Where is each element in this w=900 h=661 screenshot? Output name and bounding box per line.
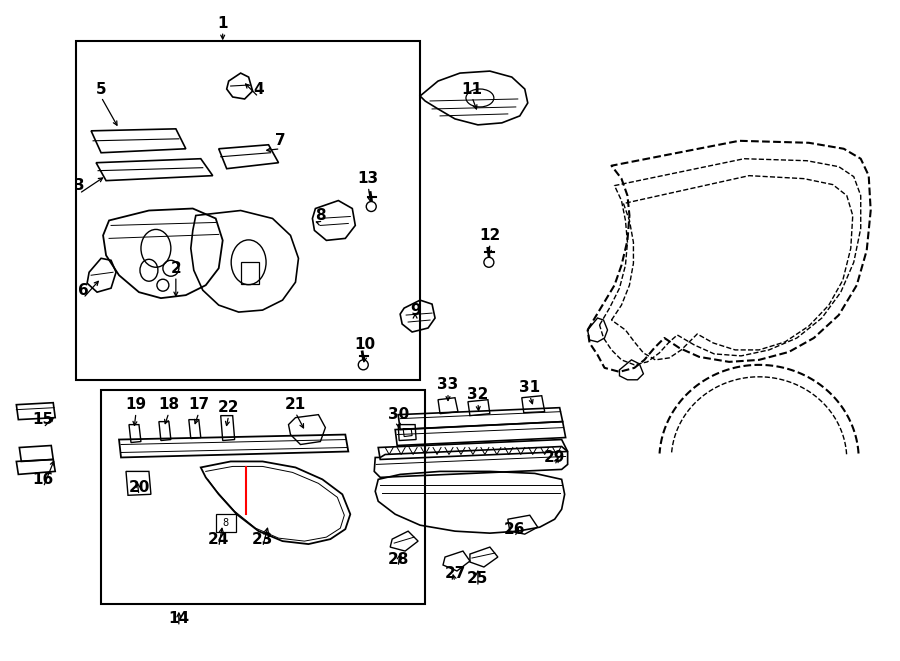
Bar — [101, 390, 425, 604]
Text: 16: 16 — [32, 472, 54, 487]
Text: 8: 8 — [315, 208, 326, 223]
Circle shape — [358, 360, 368, 370]
Text: 9: 9 — [410, 303, 420, 317]
Text: 26: 26 — [504, 522, 526, 537]
Text: 4: 4 — [253, 81, 264, 97]
Bar — [216, 514, 236, 532]
Text: 25: 25 — [467, 572, 489, 586]
Text: 18: 18 — [158, 397, 179, 412]
Text: 24: 24 — [208, 531, 230, 547]
Text: 17: 17 — [188, 397, 210, 412]
Text: 33: 33 — [437, 377, 459, 392]
Text: 19: 19 — [125, 397, 147, 412]
Text: 23: 23 — [252, 531, 274, 547]
Circle shape — [484, 257, 494, 267]
Text: 11: 11 — [462, 81, 482, 97]
Text: 29: 29 — [544, 450, 565, 465]
Text: 6: 6 — [77, 283, 88, 297]
Text: 8: 8 — [222, 518, 229, 528]
Text: 3: 3 — [74, 178, 85, 193]
Text: 10: 10 — [355, 337, 376, 352]
Circle shape — [366, 202, 376, 212]
Bar — [240, 262, 258, 284]
Text: 22: 22 — [218, 400, 239, 415]
Text: 12: 12 — [480, 228, 500, 243]
Text: 7: 7 — [275, 134, 286, 148]
Text: 14: 14 — [168, 611, 189, 626]
Text: 1: 1 — [218, 16, 228, 31]
Text: 31: 31 — [519, 380, 540, 395]
Text: 21: 21 — [285, 397, 306, 412]
Text: 2: 2 — [170, 260, 181, 276]
Text: 13: 13 — [357, 171, 379, 186]
Text: 28: 28 — [388, 551, 409, 566]
Bar — [76, 41, 420, 380]
Text: 32: 32 — [467, 387, 489, 403]
Text: 30: 30 — [388, 407, 409, 422]
Text: 27: 27 — [445, 566, 465, 582]
Text: 5: 5 — [95, 81, 106, 97]
Text: 20: 20 — [129, 480, 149, 495]
Text: 15: 15 — [32, 412, 54, 427]
